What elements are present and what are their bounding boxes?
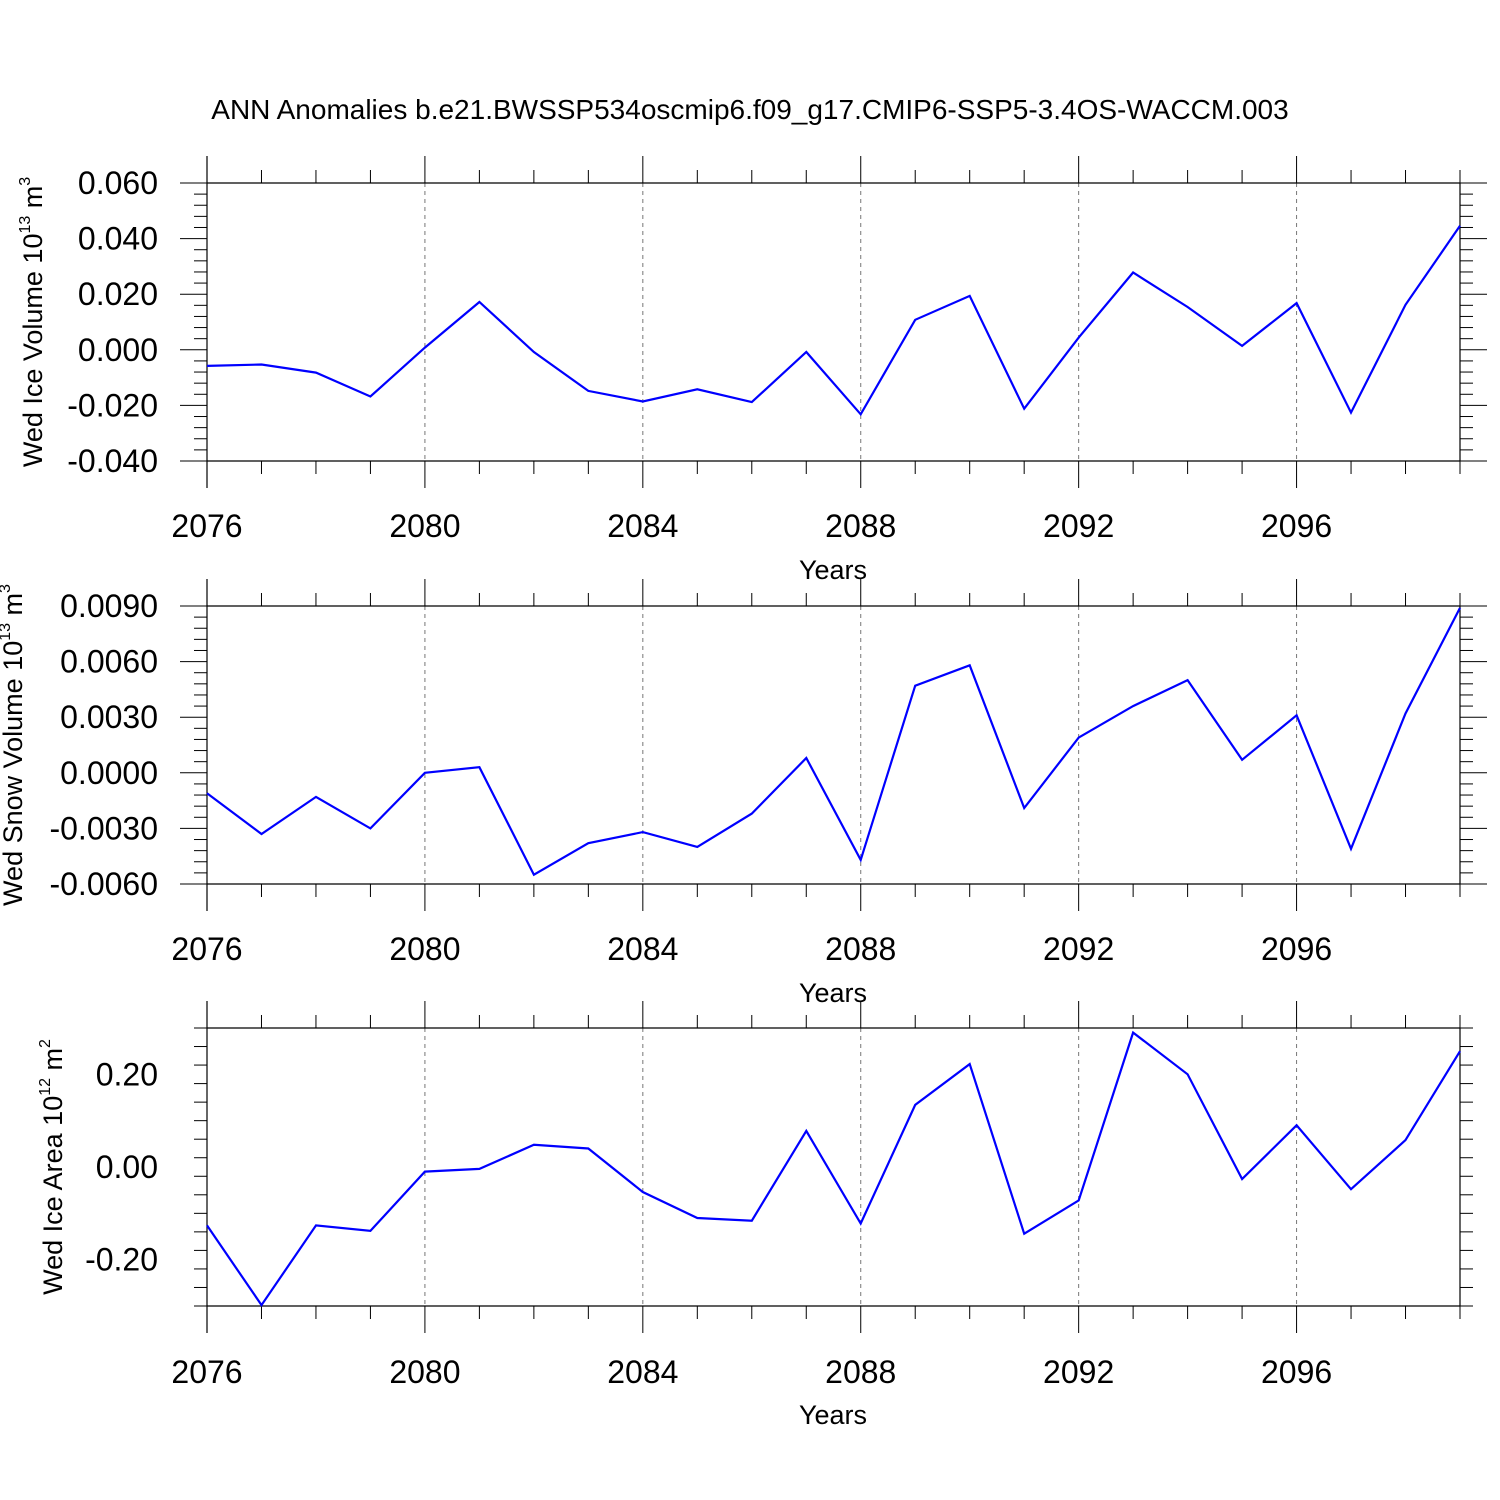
x-tick-label: 2088 bbox=[825, 508, 896, 544]
y-tick-label: -0.0060 bbox=[49, 866, 158, 902]
y-tick-label: 0.0030 bbox=[60, 699, 158, 735]
x-tick-label: 2080 bbox=[389, 508, 460, 544]
y-axis-label-part: Wed Ice Volume 10 bbox=[18, 234, 48, 468]
y-axis-label: Wed Ice Area 1012 m2 bbox=[37, 1039, 68, 1295]
x-tick-label: 2076 bbox=[171, 931, 242, 967]
panel-3: -0.20 0.00 0.20 2076 2080 2084 2088 2092 2096 Yea… bbox=[37, 1001, 1473, 1430]
x-tick-label: 2088 bbox=[825, 931, 896, 967]
x-tick-label: 2084 bbox=[607, 931, 678, 967]
x-tick-label: 2076 bbox=[171, 508, 242, 544]
x-axis-label: Years bbox=[799, 555, 867, 585]
y-tick-label: -0.20 bbox=[85, 1242, 158, 1278]
x-tick-label: 2092 bbox=[1043, 931, 1114, 967]
panel-2: -0.0060 -0.0030 0.0000 0.0030 0.0060 0.0090 20… bbox=[0, 579, 1487, 1008]
series-line bbox=[206, 225, 1461, 417]
x-tick-label: 2084 bbox=[607, 1354, 678, 1390]
y-tick-label: 0.000 bbox=[78, 332, 158, 368]
y-tick-label: 0.0000 bbox=[60, 755, 158, 791]
x-tick-label: 2092 bbox=[1043, 1354, 1114, 1390]
x-tick-label: 2088 bbox=[825, 1354, 896, 1390]
y-tick-label: 0.20 bbox=[96, 1056, 158, 1092]
y-axis-label-superscript: 2 bbox=[37, 1039, 54, 1048]
y-tick-label: -0.0030 bbox=[49, 810, 158, 846]
series-line bbox=[206, 1030, 1461, 1308]
series-line bbox=[206, 607, 1461, 877]
x-tick-label: 2096 bbox=[1261, 508, 1332, 544]
panels: -0.040 -0.020 0.000 0.020 0.040 0.060 2076 2080… bbox=[0, 156, 1487, 1430]
y-axis-label: Wed Ice Volume 1013 m3 bbox=[17, 177, 48, 467]
x-axis-label: Years bbox=[799, 978, 867, 1008]
y-tick-label: 0.0090 bbox=[60, 588, 158, 624]
y-axis-label-part: m bbox=[38, 1048, 68, 1078]
y-axis-label-superscript: 13 bbox=[0, 623, 14, 641]
y-tick-label: -0.040 bbox=[67, 443, 158, 479]
y-axis-label-part: m bbox=[0, 593, 28, 623]
x-tick-label: 2076 bbox=[171, 1354, 242, 1390]
x-tick-label: 2096 bbox=[1261, 931, 1332, 967]
x-tick-label: 2080 bbox=[389, 931, 460, 967]
y-tick-label: 0.040 bbox=[78, 221, 158, 257]
y-axis-label-part: m bbox=[18, 186, 48, 216]
y-tick-label: -0.020 bbox=[67, 387, 158, 423]
y-tick-label: 0.0060 bbox=[60, 644, 158, 680]
y-axis-label-superscript: 13 bbox=[17, 216, 34, 234]
y-axis-label-superscript: 12 bbox=[37, 1078, 54, 1096]
y-axis-label-part: Wed Snow Volume 10 bbox=[0, 641, 28, 906]
x-tick-label: 2096 bbox=[1261, 1354, 1332, 1390]
y-axis-label-superscript: 3 bbox=[0, 584, 14, 593]
y-axis-label-superscript: 3 bbox=[17, 177, 34, 186]
x-tick-label: 2092 bbox=[1043, 508, 1114, 544]
x-axis-label: Years bbox=[799, 1400, 867, 1430]
panel-1: -0.040 -0.020 0.000 0.020 0.040 0.060 2076 2080… bbox=[17, 156, 1487, 585]
y-axis-label-part: Wed Ice Area 10 bbox=[38, 1096, 68, 1295]
y-tick-label: 0.00 bbox=[96, 1149, 158, 1185]
y-axis-label: Wed Snow Volume 1013 m3 bbox=[0, 584, 28, 906]
x-tick-label: 2084 bbox=[607, 508, 678, 544]
figure-title: ANN Anomalies b.e21.BWSSP534oscmip6.f09_… bbox=[211, 94, 1288, 125]
y-tick-label: 0.060 bbox=[78, 165, 158, 201]
y-tick-label: 0.020 bbox=[78, 276, 158, 312]
x-tick-label: 2080 bbox=[389, 1354, 460, 1390]
